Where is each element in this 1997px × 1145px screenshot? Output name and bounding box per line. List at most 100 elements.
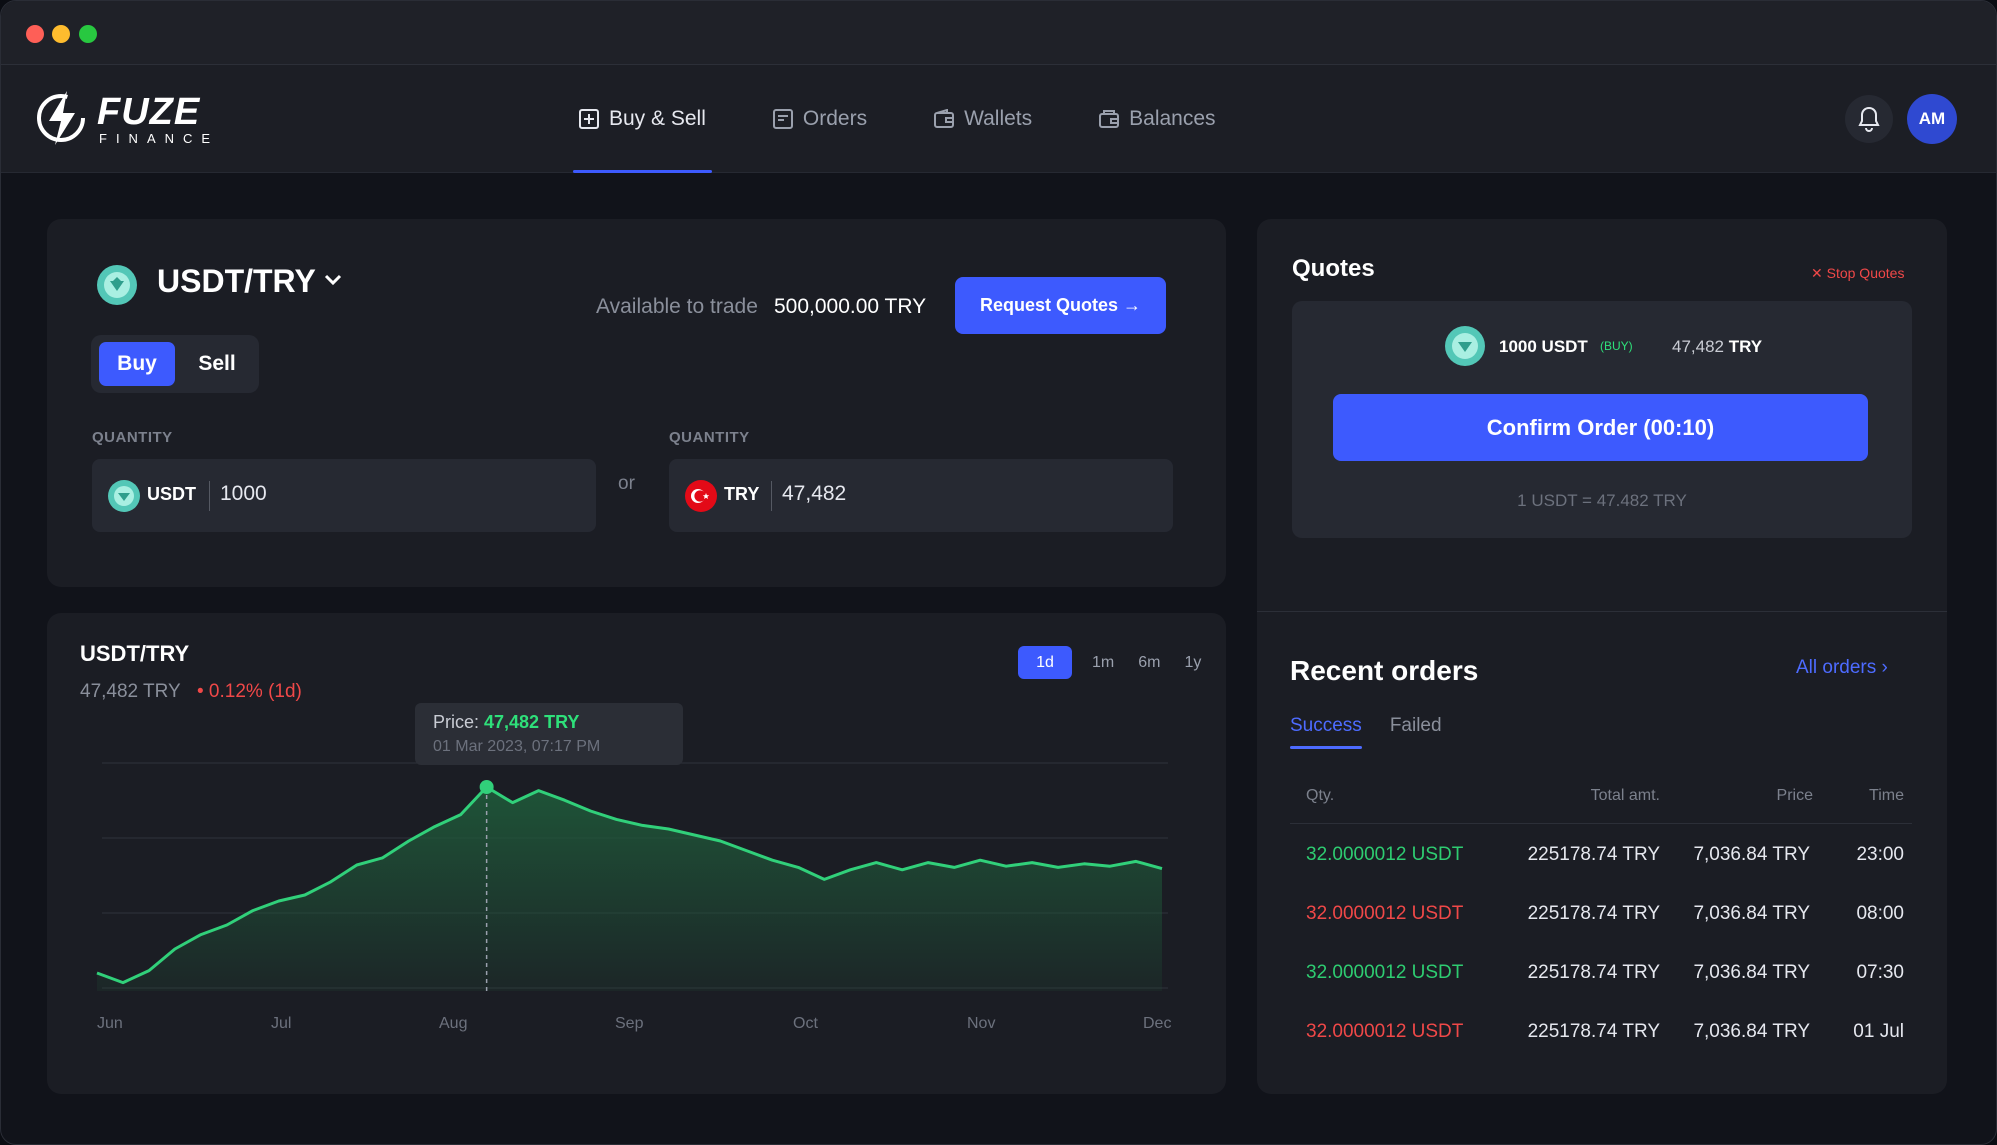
main-nav: Buy & Sell Orders Wallets Balances bbox=[573, 65, 1277, 173]
buy-button[interactable]: Buy bbox=[99, 342, 175, 386]
quote-try-unit: TRY bbox=[1728, 337, 1763, 356]
field-divider bbox=[771, 481, 772, 511]
tab-orders[interactable]: Orders bbox=[767, 65, 873, 173]
table-row[interactable]: 32.0000012 USDT 225178.74 TRY 7,036.84 T… bbox=[1290, 942, 1912, 1001]
recent-orders-table: Qty. Total amt. Price Time 32.0000012 US… bbox=[1290, 764, 1912, 1060]
notifications-button[interactable] bbox=[1845, 95, 1893, 143]
quantity-label-try: QUANTITY bbox=[669, 429, 750, 446]
row-time: 23:00 bbox=[1856, 844, 1904, 865]
row-time: 08:00 bbox=[1856, 903, 1904, 924]
header-time: Time bbox=[1869, 787, 1904, 804]
highlight-point[interactable] bbox=[479, 780, 494, 794]
row-price: 7,036.84 TRY bbox=[1693, 903, 1810, 924]
tab-orders-label: Orders bbox=[802, 107, 868, 130]
chart-change: • 0.12% (1d) bbox=[197, 681, 302, 702]
available-label: Available to trade bbox=[596, 295, 758, 318]
usdt-icon bbox=[108, 480, 140, 512]
x-label-dec: Dec bbox=[1143, 1015, 1172, 1032]
quote-amount: 1000 USDT bbox=[1499, 337, 1588, 356]
tab-buy-sell-label: Buy & Sell bbox=[609, 107, 706, 130]
minimize-window-button[interactable] bbox=[52, 25, 70, 43]
chart-tooltip: Price: 47,482 TRY 01 Mar 2023, 07:17 PM bbox=[415, 703, 683, 765]
sell-button[interactable]: Sell bbox=[198, 352, 236, 375]
x-label-oct: Oct bbox=[793, 1015, 818, 1032]
row-total: 225178.74 TRY bbox=[1527, 903, 1660, 924]
tab-buy-sell[interactable]: Buy & Sell bbox=[573, 65, 712, 173]
maximize-window-button[interactable] bbox=[79, 25, 97, 43]
try-quantity-field[interactable]: TRY 47,482 bbox=[669, 459, 1173, 532]
tab-success[interactable]: Success bbox=[1290, 715, 1362, 749]
user-avatar[interactable]: AM bbox=[1907, 94, 1957, 144]
buy-sell-toggle: Buy Sell bbox=[91, 335, 259, 393]
x-label-aug: Aug bbox=[439, 1015, 468, 1032]
row-qty: 32.0000012 USDT bbox=[1306, 962, 1464, 983]
brand-sub: FINANCE bbox=[99, 131, 220, 146]
tooltip-prefix: Price: bbox=[433, 712, 485, 732]
row-price: 7,036.84 TRY bbox=[1693, 1021, 1810, 1042]
brand-name: FUZE bbox=[97, 91, 201, 133]
row-qty: 32.0000012 USDT bbox=[1306, 1021, 1464, 1042]
try-quantity-value[interactable]: 47,482 bbox=[782, 482, 847, 505]
usdt-currency-label: USDT bbox=[147, 484, 196, 504]
section-divider bbox=[1257, 611, 1947, 612]
range-1d[interactable]: 1d bbox=[1018, 646, 1072, 679]
price-chart-card: USDT/TRY 47,482 TRY • 0.12% (1d) 1d 1m 6… bbox=[47, 613, 1226, 1094]
range-1m[interactable]: 1m bbox=[1092, 653, 1115, 671]
tooltip-value: 47,482 TRY bbox=[484, 712, 580, 732]
fuze-logo[interactable]: FUZE FINANCE bbox=[35, 87, 225, 151]
request-quotes-button[interactable]: Request Quotes → bbox=[955, 277, 1166, 334]
range-6m[interactable]: 6m bbox=[1138, 653, 1161, 671]
header-price: Price bbox=[1776, 787, 1813, 804]
all-orders-link[interactable]: All orders › bbox=[1796, 657, 1888, 678]
confirm-order-button[interactable]: Confirm Order (00:10) bbox=[1333, 394, 1868, 461]
quote-try-amount: 47,482 bbox=[1672, 337, 1724, 356]
close-window-button[interactable] bbox=[26, 25, 44, 43]
tab-failed[interactable]: Failed bbox=[1389, 715, 1442, 736]
table-row[interactable]: 32.0000012 USDT 225178.74 TRY 7,036.84 T… bbox=[1290, 824, 1912, 883]
row-total: 225178.74 TRY bbox=[1527, 962, 1660, 983]
or-label: or bbox=[618, 473, 635, 494]
row-time: 07:30 bbox=[1856, 962, 1904, 983]
usdt-icon bbox=[97, 265, 137, 305]
exchange-rate: 1 USDT = 47.482 TRY bbox=[1517, 491, 1687, 510]
row-price: 7,036.84 TRY bbox=[1693, 962, 1810, 983]
tab-wallets[interactable]: Wallets bbox=[928, 65, 1038, 173]
x-label-nov: Nov bbox=[967, 1015, 996, 1032]
range-selector: 1d 1m 6m 1y bbox=[1018, 646, 1215, 679]
usdt-quantity-value[interactable]: 1000 bbox=[220, 482, 267, 505]
row-total: 225178.74 TRY bbox=[1527, 1021, 1660, 1042]
row-qty: 32.0000012 USDT bbox=[1306, 844, 1464, 865]
quotes-title: Quotes bbox=[1292, 255, 1375, 282]
trade-card: USDT/TRY Buy Sell Available to trade 500… bbox=[47, 219, 1226, 587]
plus-square-icon bbox=[579, 109, 599, 129]
x-label-sep: Sep bbox=[615, 1015, 644, 1032]
available-value: 500,000.00 TRY bbox=[774, 295, 927, 318]
price-chart bbox=[96, 762, 1168, 991]
row-price: 7,036.84 TRY bbox=[1693, 844, 1810, 865]
bell-icon bbox=[1858, 106, 1880, 132]
header-total: Total amt. bbox=[1590, 787, 1660, 804]
tab-balances-label: Balances bbox=[1129, 107, 1216, 130]
header-qty: Qty. bbox=[1306, 787, 1335, 804]
usdt-quantity-field[interactable]: USDT 1000 bbox=[92, 459, 596, 532]
turkey-flag-icon bbox=[685, 480, 717, 512]
pair-selector[interactable]: USDT/TRY bbox=[157, 263, 316, 299]
table-row[interactable]: 32.0000012 USDT 225178.74 TRY 7,036.84 T… bbox=[1290, 883, 1912, 942]
row-time: 01 Jul bbox=[1853, 1021, 1904, 1042]
recent-orders-title: Recent orders bbox=[1290, 655, 1479, 686]
usdt-icon bbox=[1445, 326, 1485, 366]
table-row[interactable]: 32.0000012 USDT 225178.74 TRY 7,036.84 T… bbox=[1290, 1001, 1912, 1060]
stop-quotes-button[interactable]: ✕ Stop Quotes bbox=[1811, 265, 1905, 281]
range-1y[interactable]: 1y bbox=[1184, 653, 1202, 671]
quantity-label-usdt: QUANTITY bbox=[92, 429, 173, 446]
price-area bbox=[97, 787, 1162, 991]
chart-price: 47,482 TRY bbox=[80, 681, 181, 702]
price-line bbox=[96, 785, 1163, 985]
chevron-down-icon[interactable] bbox=[323, 273, 343, 287]
row-qty: 32.0000012 USDT bbox=[1306, 903, 1464, 924]
wallet-icon bbox=[934, 109, 955, 128]
row-total: 225178.74 TRY bbox=[1527, 844, 1660, 865]
tab-balances[interactable]: Balances bbox=[1093, 65, 1221, 173]
top-navbar: FUZE FINANCE Buy & Sell Orders Wallets B… bbox=[1, 65, 1996, 173]
